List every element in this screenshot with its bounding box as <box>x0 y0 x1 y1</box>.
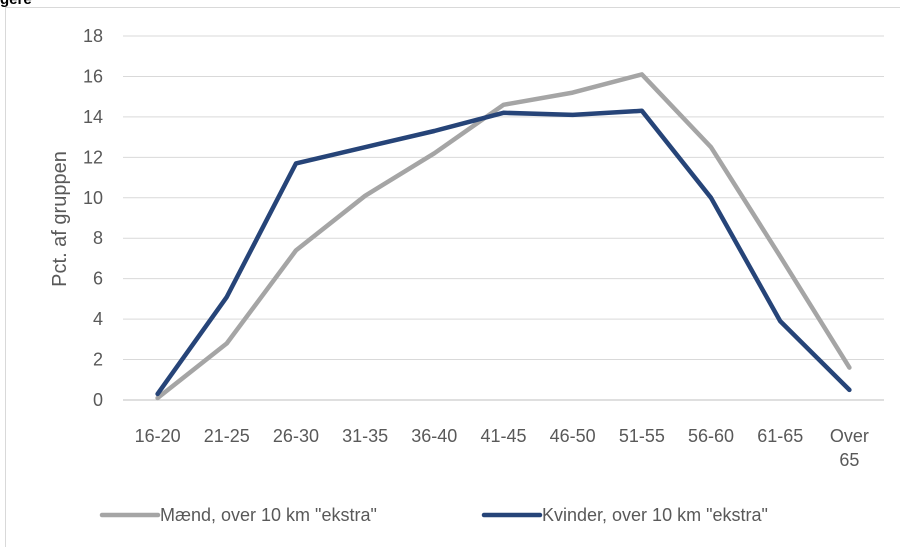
legend-label: Kvinder, over 10 km "ekstra" <box>542 505 768 525</box>
gridlines <box>123 35 884 401</box>
y-tick-label: 14 <box>83 107 103 127</box>
y-tick-label: 4 <box>93 309 103 329</box>
clipped-title: gere <box>0 0 32 8</box>
x-tick-label: 21-25 <box>204 426 250 446</box>
legend-label: Mænd, over 10 km "ekstra" <box>160 505 377 525</box>
y-tick-label: 18 <box>83 26 103 46</box>
x-tick-label: 26-30 <box>273 426 319 446</box>
y-tick-label: 0 <box>93 390 103 410</box>
y-tick-label: 10 <box>83 188 103 208</box>
y-tick-label: 12 <box>83 147 103 167</box>
x-axis-ticks: 16-20 21-25 26-30 31-35 36-40 41-45 46-50 51-55… <box>135 426 869 470</box>
y-axis-ticks: 0 2 4 6 8 10 12 14 16 18 <box>83 26 103 410</box>
series-line-1 <box>155 108 852 397</box>
x-tick-label: Over 65 <box>830 426 869 470</box>
y-tick-label: 6 <box>93 269 103 289</box>
x-tick-label: 61-65 <box>757 426 803 446</box>
y-axis-label: Pct. af gruppen <box>49 151 71 287</box>
x-tick-label: 51-55 <box>619 426 665 446</box>
x-tick-label: 56-60 <box>688 426 734 446</box>
y-tick-label: 8 <box>93 228 103 248</box>
y-tick-label: 2 <box>93 350 103 370</box>
x-tick-label: 41-45 <box>480 426 526 446</box>
y-tick-label: 16 <box>83 66 103 86</box>
chart-frame <box>5 7 900 547</box>
series-line-0 <box>155 72 852 401</box>
x-tick-label: 36-40 <box>411 426 457 446</box>
series-lines <box>155 72 852 401</box>
x-tick-label: 46-50 <box>550 426 596 446</box>
x-tick-label: 31-35 <box>342 426 388 446</box>
legend: Mænd, over 10 km "ekstra" Kvinder, over 1… <box>99 505 768 525</box>
x-tick-label: 16-20 <box>135 426 181 446</box>
